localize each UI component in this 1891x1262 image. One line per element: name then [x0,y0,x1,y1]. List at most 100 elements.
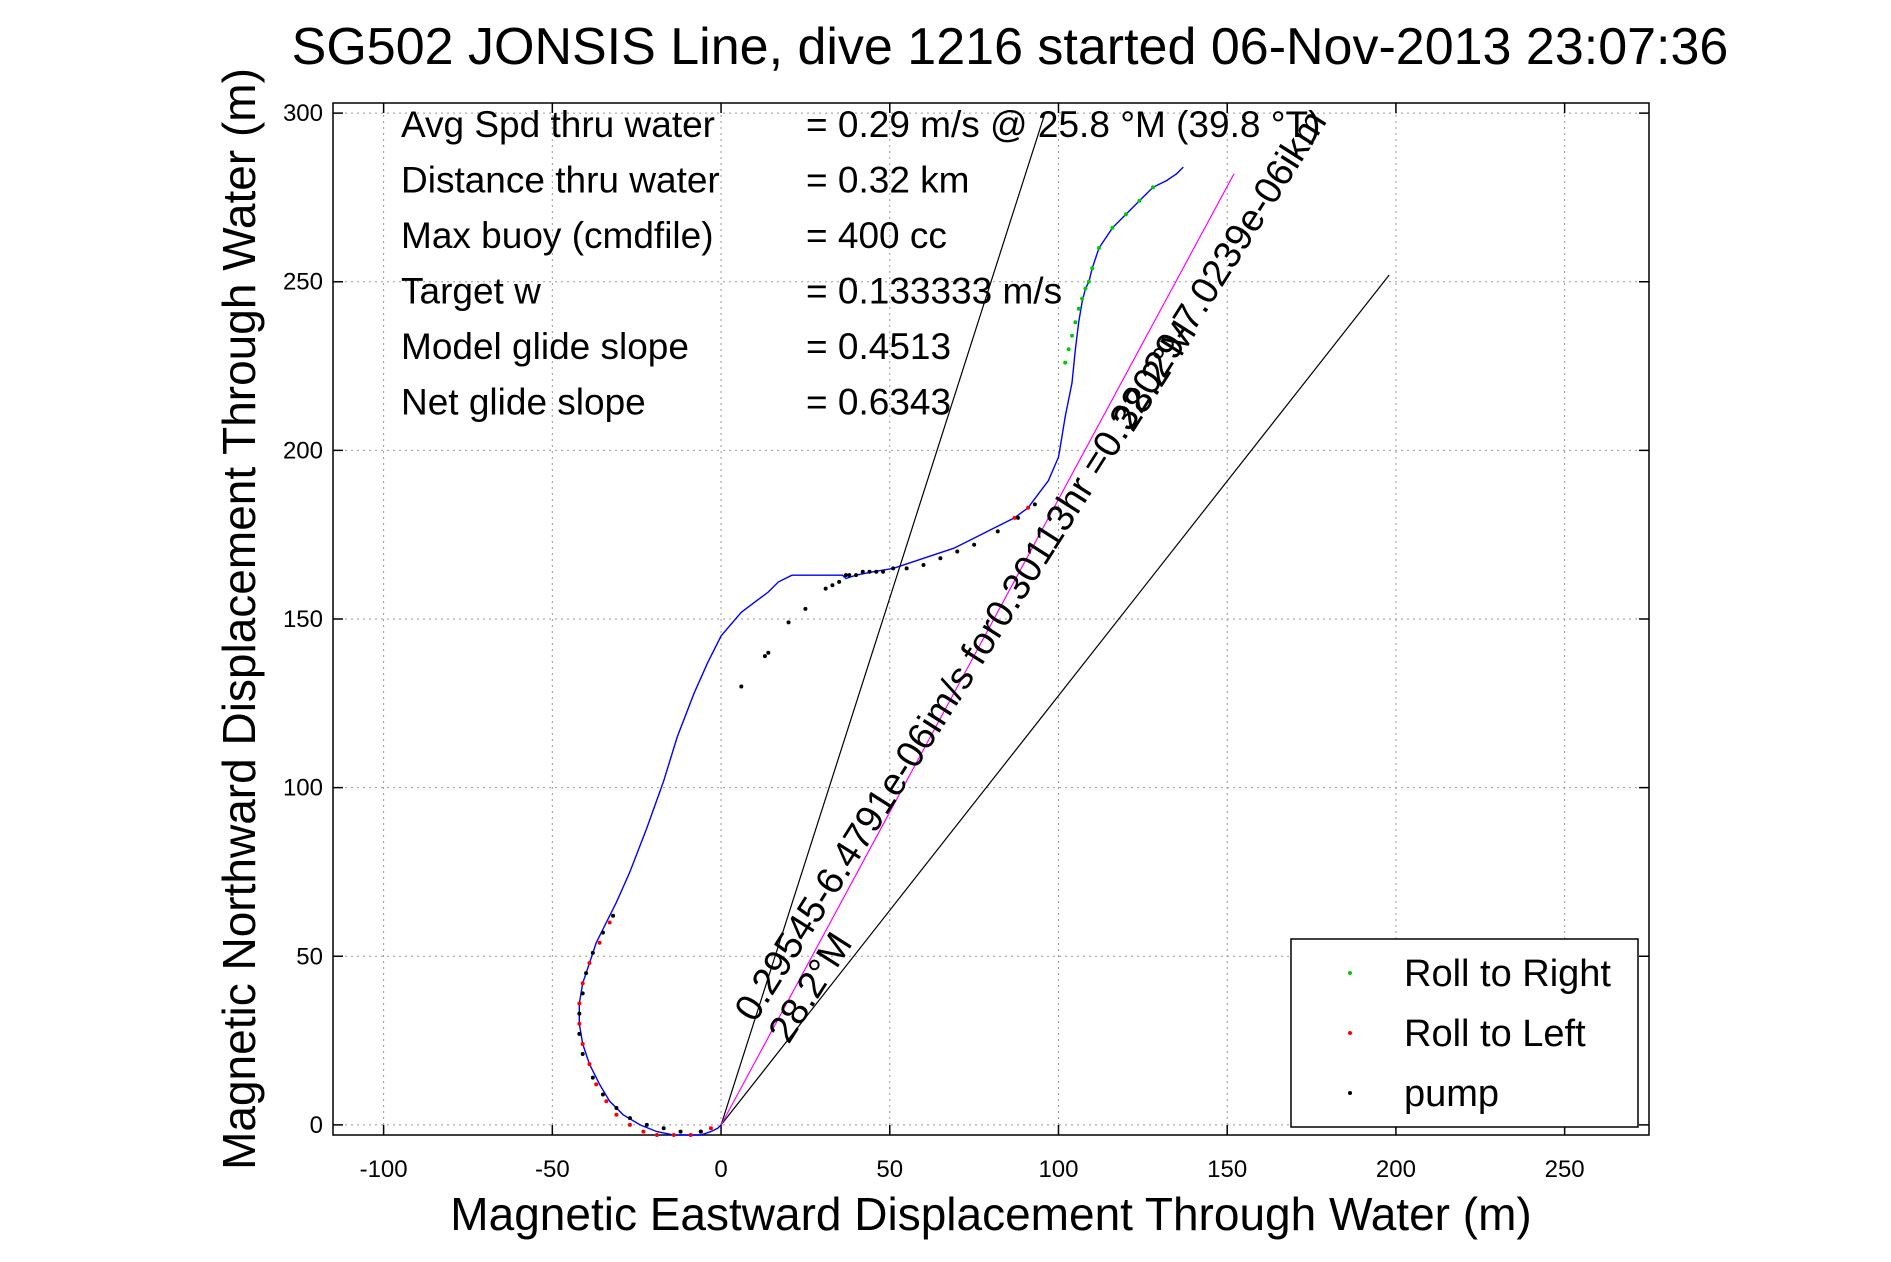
pump-marker [600,1092,605,1097]
pump-marker [698,1129,703,1134]
pump-marker [938,556,943,561]
pump-marker [614,1106,619,1111]
roll-left-marker [607,920,612,925]
y-tick-label: 0 [310,1112,323,1139]
legend-marker [1348,1031,1352,1035]
pump-marker [803,606,808,611]
pump-marker [843,573,848,578]
chart-title: SG502 JONSIS Line, dive 1216 started 06-… [292,18,1729,76]
pump-marker [577,1011,582,1016]
roll-left-marker [1026,505,1031,510]
stat-value: = 0.133333 m/s [806,271,1062,312]
pump-marker [577,1031,582,1036]
pump-marker [881,569,886,574]
roll-left-marker [688,1133,693,1137]
roll-right-marker [1090,266,1095,271]
x-tick-label: 150 [1207,1156,1247,1183]
roll-left-marker [580,981,585,986]
x-tick-label: 0 [714,1156,727,1183]
pump-marker [867,569,872,574]
pump-marker [786,620,791,625]
stat-label: Avg Spd thru water [401,104,715,145]
x-tick-label: 250 [1545,1156,1585,1183]
stat-label: Net glide slope [401,382,646,423]
pump-marker [891,566,896,571]
pump-marker [854,573,859,578]
pump-marker [904,566,909,571]
roll-right-marker [1137,198,1142,203]
stat-label: Model glide slope [401,326,689,367]
roll-left-marker [577,1021,582,1026]
pump-marker [766,650,771,655]
legend-label: Roll to Left [1404,1013,1586,1055]
legend-label: pump [1404,1073,1499,1115]
heading-line-series-line [720,274,1390,1126]
pump-marker [995,529,1000,534]
pump-marker [590,950,595,955]
x-axis-label: Magnetic Eastward Displacement Through W… [450,1188,1531,1240]
y-axis-label: Magnetic Northward Displacement Through … [213,68,265,1170]
x-tick-label: -100 [360,1156,408,1183]
stat-value: = 0.6343 [806,382,951,423]
roll-right-marker [1069,333,1074,338]
stat-value: = 0.4513 [806,326,951,367]
marker-layer [577,185,1155,1137]
pump-marker [955,549,960,554]
y-tick-label: 50 [296,943,323,970]
stat-label: Target w [401,271,541,312]
pump-marker [627,1116,632,1121]
pump-marker [762,654,767,659]
x-tick-label: 200 [1376,1156,1416,1183]
stat-value: = 400 cc [806,215,947,256]
roll-right-marker [1150,185,1155,190]
pump-marker [600,930,605,935]
pump-marker [860,569,865,574]
pump-marker [584,971,589,976]
roll-right-marker [1083,286,1088,291]
pump-marker [921,563,926,568]
x-tick-label: 50 [876,1156,903,1183]
roll-left-marker [597,940,602,945]
y-tick-label: 300 [283,100,323,127]
pump-marker [823,586,828,591]
roll-left-marker [587,1062,592,1067]
axes: -100 -50 0 50 100 150 200 250 0 50 100 150 200 250 300 [283,100,1649,1183]
roll-left-marker [587,961,592,965]
pump-marker [661,1126,666,1131]
roll-right-marker [1066,347,1071,352]
roll-right-marker [1076,306,1081,311]
y-tick-label: 200 [283,437,323,464]
roll-right-marker [1096,246,1101,251]
x-tick-label: -50 [535,1156,570,1183]
roll-left-marker [614,1112,619,1117]
roll-left-marker [654,1133,659,1137]
stat-label: Max buoy (cmdfile) [401,215,714,256]
roll-right-marker [1080,296,1085,301]
stat-value: = 0.32 km [806,160,970,201]
legend: Roll to Right Roll to Left pump [1290,938,1639,1128]
roll-left-marker [1012,515,1017,520]
legend-label: Roll to Right [1404,953,1611,995]
roll-left-marker [671,1133,676,1137]
pump-marker [678,1129,683,1134]
roll-left-marker [627,1122,632,1127]
roll-right-marker [1123,212,1128,217]
pump-marker [611,913,616,918]
pump-marker [972,542,977,547]
roll-left-marker [641,1129,646,1134]
pump-marker [830,583,835,588]
pump-marker [739,684,744,689]
pump-marker [847,573,852,578]
y-tick-label: 250 [283,269,323,296]
stats-box: Avg Spd thru water = 0.29 m/s @ 25.8 °M (… [401,104,1320,423]
pump-marker [1015,515,1020,520]
y-tick-label: 100 [283,775,323,802]
roll-left-marker [594,1082,599,1087]
pump-marker [580,1052,585,1057]
roll-left-marker [604,1099,609,1104]
y-tick-label: 150 [283,606,323,633]
pump-marker [837,579,842,584]
pump-marker [644,1122,649,1127]
stat-value: = 0.29 m/s @ 25.8 °M (39.8 °T) [806,104,1320,145]
